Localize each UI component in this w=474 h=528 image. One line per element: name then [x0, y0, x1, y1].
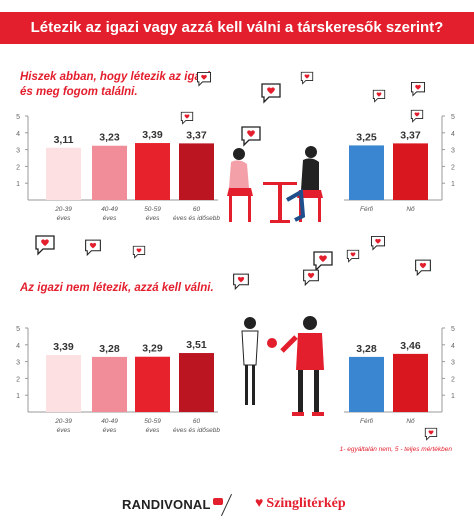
chart2-ytick-label-right: 5 [451, 326, 455, 333]
chart2-gender-bar [349, 356, 384, 412]
chart2-age-bar [92, 356, 127, 412]
chart2-ytick-label-left: 3 [16, 360, 20, 367]
randivonal-logo-text: RANDIVONAL [122, 497, 211, 512]
chart1-ytick-label-left: 1 [16, 181, 20, 188]
heart-bubble-icon [84, 238, 102, 262]
chart1-age-category-label: éves [146, 215, 160, 222]
chart1-ytick-label-left: 5 [16, 114, 20, 121]
chart1-ytick-label-right: 4 [451, 131, 455, 138]
chart1-age-category-label: 60 [193, 206, 201, 213]
chart2-age-category-label: éves [57, 427, 71, 434]
chart2-age-category-label: 60 [193, 418, 201, 425]
chart2-gender-value-label: 3,46 [400, 340, 421, 352]
heart-bubble-icon [372, 88, 386, 109]
heart-bubble-icon [410, 108, 424, 129]
chart1-age-category-label: 40-49 [101, 206, 118, 213]
chart2-age-value-label: 3,51 [186, 339, 207, 351]
chart1-gender-bar [393, 143, 428, 200]
chart1-age-bar [92, 145, 127, 200]
couple-standing-illustration [241, 316, 324, 416]
chart1-age-category-label: éves [103, 215, 117, 222]
heart-bubble-icon [180, 110, 194, 131]
szinglitérkép-logo-text: Szinglitérkép [266, 496, 346, 511]
heart-bubble-icon [370, 234, 386, 257]
randivonal-logo-mark [212, 498, 223, 505]
chart1-ytick-label-right: 5 [451, 114, 455, 121]
chart1-ytick-label-right: 1 [451, 181, 455, 188]
chart1-age-value-label: 3,11 [54, 134, 74, 146]
heart-bubble-icon [300, 70, 314, 91]
chart1-gender-value-label: 3,25 [356, 131, 377, 143]
chart2-gender-category-label: Nő [406, 418, 415, 425]
chart2-ytick-label-right: 4 [451, 343, 455, 350]
chart2-ytick-label-left: 4 [16, 343, 20, 350]
chart1-gender-bar [349, 145, 384, 200]
heart-bubble-icon [132, 244, 146, 265]
chart1-gender-value-label: 3,37 [400, 129, 421, 141]
chart1-age-bar [46, 147, 81, 200]
chart1-ytick-label-left: 2 [16, 164, 20, 171]
heart-bubble-icon [302, 268, 320, 292]
chart1-ytick-label-left: 3 [16, 148, 20, 155]
chart2-age-value-label: 3,29 [142, 343, 163, 355]
heart-bubble-icon [424, 426, 438, 447]
chart2-age-category-label: éves és idősebb [173, 427, 220, 434]
chart1-title: Hiszek abban, hogy létezik az igazi és m… [20, 71, 210, 98]
chart2-gender-category-label: Férfi [360, 418, 374, 425]
chart2-age-category-label: éves [103, 427, 117, 434]
chart2-age-bar [46, 355, 81, 412]
chart2-gender-value-label: 3,28 [356, 343, 377, 355]
heart-bubble-icon [34, 234, 56, 261]
chart2-ytick-label-left: 5 [16, 326, 20, 333]
chart2-ytick-label-right: 1 [451, 393, 455, 400]
heart-bubble-icon [240, 125, 262, 152]
chart2-ytick-label-right: 3 [451, 360, 455, 367]
heart-bubble-icon [260, 82, 282, 109]
chart1-ytick-label-left: 4 [16, 131, 20, 138]
chart1-gender-category-label: Nő [406, 206, 415, 213]
randivonal-logo: RANDIVONAL [122, 497, 223, 512]
chart1-age-value-label: 3,37 [186, 129, 207, 141]
title-banner: Létezik az igazi vagy azzá kell válni a … [0, 12, 474, 44]
chart1-age-category-label: 20-39 [54, 206, 72, 213]
chart2-ytick-label-right: 2 [451, 376, 455, 383]
chart2-age-category-label: 40-49 [101, 418, 118, 425]
chart2-ytick-label-left: 2 [16, 376, 20, 383]
chart1-ytick-label-right: 2 [451, 164, 455, 171]
heart-bubble-icon [410, 80, 426, 103]
chart1-age-category-label: éves [57, 215, 71, 222]
chart1-age-bar [179, 143, 214, 200]
chart2-age-category-label: éves [146, 427, 160, 434]
chart1-age-category-label: 50-59 [144, 206, 161, 213]
heart-pin-icon: ♥ [255, 496, 264, 511]
heart-bubble-icon [196, 70, 212, 93]
page-title: Létezik az igazi vagy azzá kell válni a … [30, 19, 444, 36]
heart-bubble-icon [312, 250, 334, 277]
chart1-age-category-label: éves és idősebb [173, 215, 220, 222]
szinglitérkép-logo: ♥ Szinglitérkép [255, 496, 346, 512]
chart2-age-category-label: 20-39 [54, 418, 72, 425]
heart-bubble-icon [346, 248, 360, 269]
scale-footnote: 1- egyáltalán nem, 5 - teljes mértékben [339, 446, 452, 453]
chart1-age-bar [135, 143, 170, 200]
couple-at-table-illustration [227, 146, 323, 223]
chart2-title: Az igazi nem létezik, azzá kell válni. [20, 282, 214, 294]
chart1-age-value-label: 3,39 [142, 129, 163, 141]
heart-bubble-icon [414, 258, 432, 282]
chart1-age-value-label: 3,23 [99, 132, 120, 144]
chart1-ytick-label-right: 3 [451, 148, 455, 155]
chart2-age-value-label: 3,28 [99, 343, 120, 355]
chart1-gender-category-label: Férfi [360, 206, 374, 213]
chart2-age-value-label: 3,39 [53, 341, 74, 353]
heart-bubble-icon [232, 272, 250, 296]
chart2-age-bar [135, 356, 170, 412]
chart2-ytick-label-left: 1 [16, 393, 20, 400]
chart2-gender-bar [393, 353, 428, 412]
chart2-age-bar [179, 353, 214, 412]
chart2-age-category-label: 50-59 [144, 418, 161, 425]
